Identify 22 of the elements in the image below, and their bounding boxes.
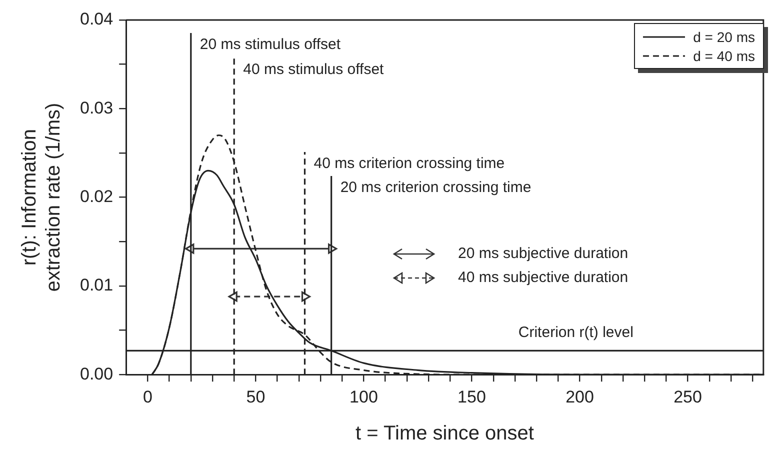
annotation: 40 ms subjective duration (458, 269, 628, 287)
ref-line-label: 40 ms criterion crossing time (314, 155, 505, 172)
x-tick-label: 0 (142, 387, 152, 406)
annotation: 20 ms subjective duration (458, 245, 628, 263)
x-tick-label: 100 (350, 387, 378, 406)
y-tick-label: 0.02 (80, 186, 114, 206)
y-tick-label: 0.04 (80, 10, 114, 29)
x-axis-title: t = Time since onset (356, 422, 534, 445)
legend-label: d = 20 ms (693, 28, 755, 44)
ref-line-label: 40 ms stimulus offset (243, 61, 385, 78)
ref-line-label: Criterion r(t) level (518, 324, 634, 341)
legend-label: d = 40 ms (693, 48, 755, 64)
x-tick-label: 200 (566, 387, 594, 406)
y-tick-label: 0.01 (80, 276, 114, 295)
x-tick-label: 150 (458, 387, 486, 406)
y-axis-title: r(t): Information extraction rate (1/ms) (18, 102, 65, 292)
x-tick-label: 250 (674, 387, 702, 406)
x-tick-label: 50 (246, 387, 266, 406)
ref-line-label: 20 ms criterion crossing time (340, 179, 532, 196)
y-tick-label: 0.00 (80, 364, 114, 384)
ref-line-label: 20 ms stimulus offset (200, 36, 342, 54)
y-tick-label: 0.03 (80, 98, 114, 118)
